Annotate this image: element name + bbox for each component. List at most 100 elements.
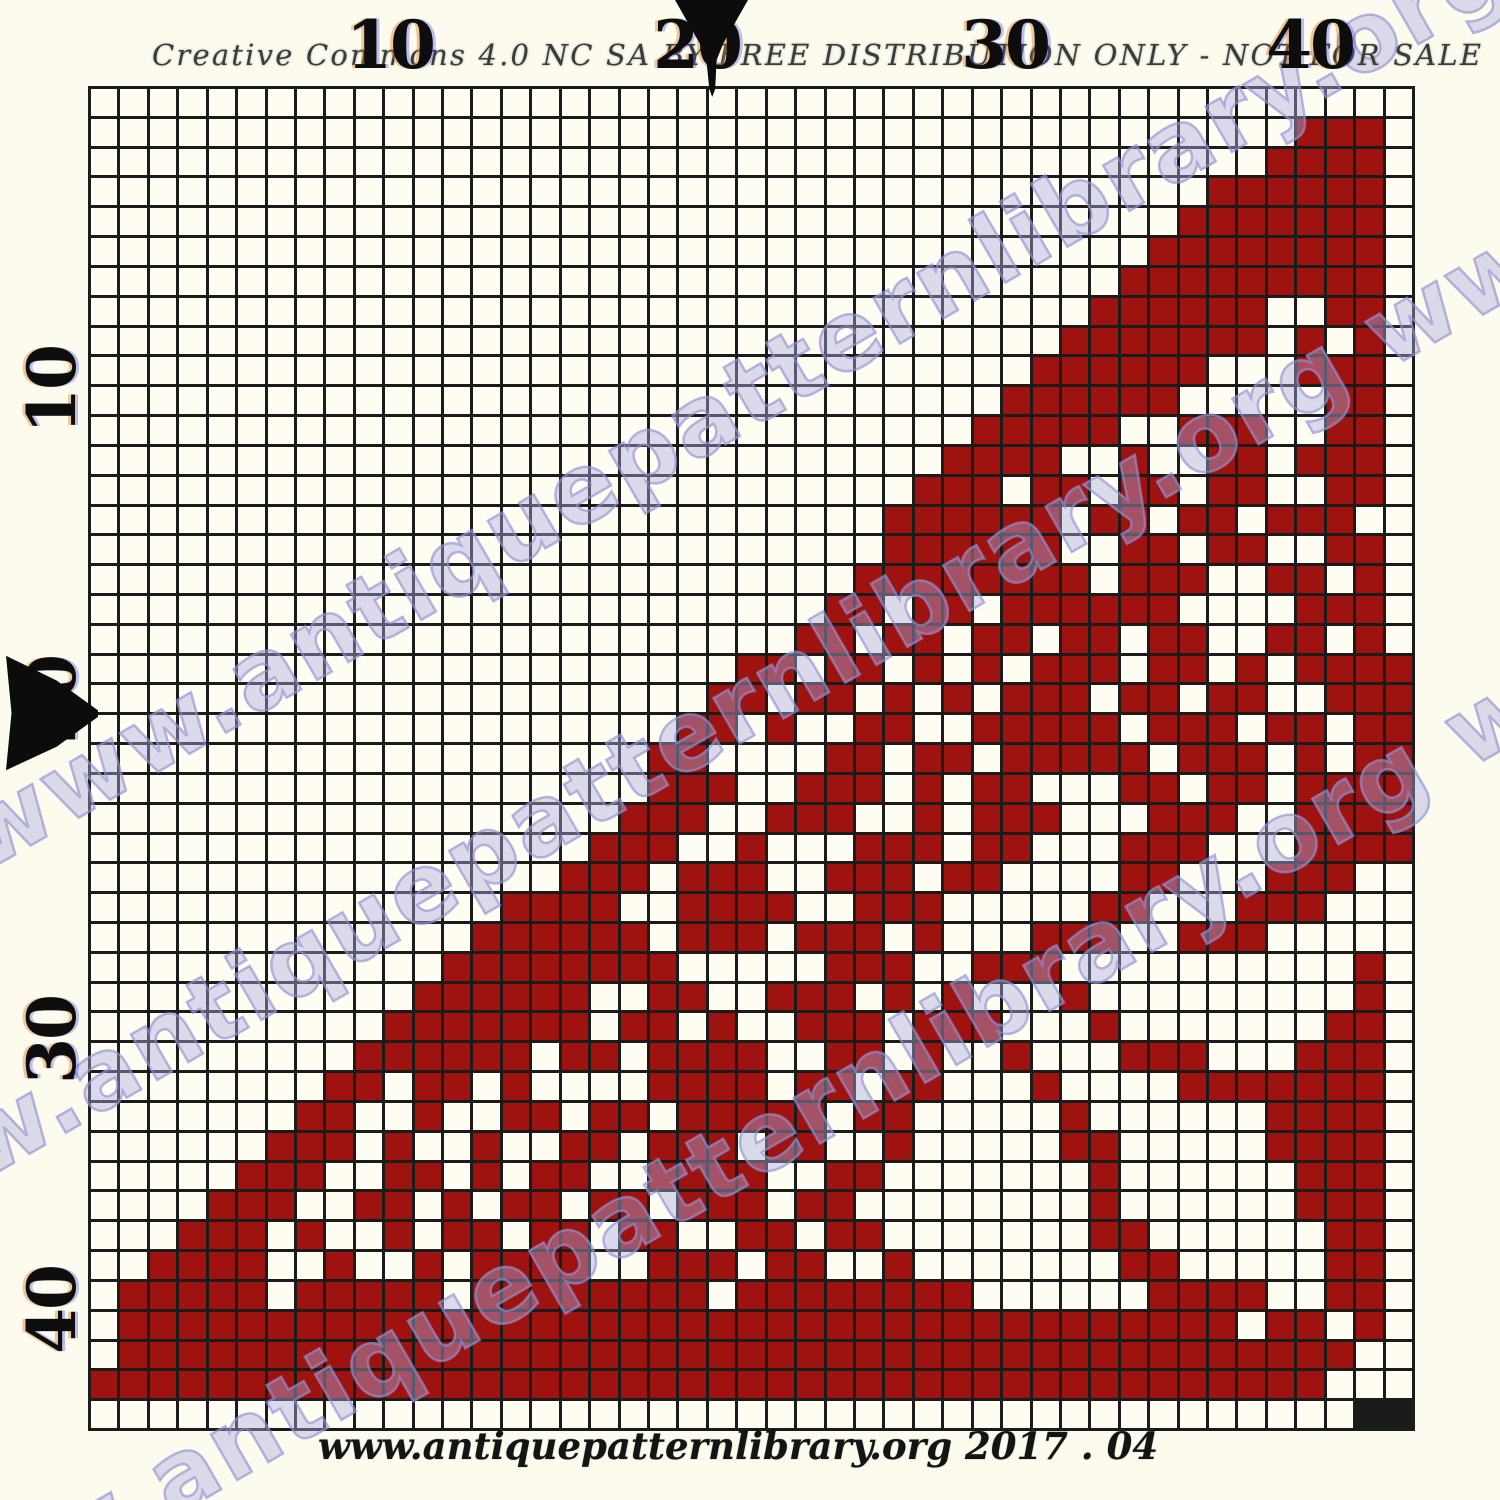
grid-cell [561,1102,589,1130]
footer-credit: www.antiquepatternlibrary.org 2017 . 04 [317,1424,1159,1468]
grid-cell [1297,1341,1324,1369]
grid-cell [1385,685,1412,713]
grid-cell [385,1132,412,1160]
grid-cell [1356,1252,1383,1279]
grid-cell [767,655,795,683]
grid-cell [1297,1073,1324,1100]
grid-cell [326,1132,353,1160]
grid-cell [267,1252,294,1279]
grid-cell [650,238,677,265]
grid-cell [914,208,942,236]
grid-cell [650,1371,677,1399]
grid-cell [1385,1192,1412,1220]
grid-cell [267,774,294,802]
grid-cell [561,1192,589,1220]
grid-cell [973,1102,1001,1130]
grid-cell [1032,1132,1059,1160]
grid-cell [885,208,912,236]
grid-cell [1326,1013,1354,1041]
grid-cell [91,267,118,295]
grid-cell [355,208,383,236]
grid-cell [1179,297,1207,325]
grid-cell [738,1311,765,1339]
grid-cell [1267,1371,1295,1399]
grid-cell [1061,297,1089,325]
grid-cell [385,1162,412,1190]
grid-cell [91,953,118,981]
grid-cell [1385,983,1412,1011]
grid-cell [473,894,500,922]
grid-cell [591,1192,618,1220]
grid-cell [797,238,824,265]
grid-cell [414,953,442,981]
grid-cell [91,536,118,564]
grid-cell [444,417,471,444]
grid-cell [444,238,471,265]
grid-cell [944,864,971,892]
grid-cell [355,446,383,474]
grid-cell [620,1162,648,1190]
grid-cell [591,1043,618,1071]
grid-cell [1326,536,1354,564]
grid-cell [444,506,471,534]
grid-cell [326,148,353,176]
grid-cell [1179,446,1207,474]
grid-cell [208,834,236,862]
grid-cell [149,685,177,713]
grid-cell [238,1073,265,1100]
grid-cell [1356,297,1383,325]
grid-cell [179,1252,206,1279]
grid-cell [561,625,589,653]
grid-cell [973,566,1001,593]
grid-cell [532,297,559,325]
grid-cell [532,715,559,743]
grid-cell [561,983,589,1011]
grid-cell [473,1132,500,1160]
grid-cell [1267,804,1295,832]
grid-cell [797,417,824,444]
grid-cell [1003,327,1030,355]
grid-cell [591,834,618,862]
grid-cell [797,1281,824,1309]
grid-cell [944,178,971,206]
grid-cell [238,924,265,951]
grid-cell [385,685,412,713]
grid-cell [1238,178,1265,206]
grid-cell [355,685,383,713]
grid-cell [1120,1401,1148,1428]
grid-cell [1326,655,1354,683]
grid-cell [1326,566,1354,593]
grid-cell [591,357,618,385]
grid-cell [91,1311,118,1339]
grid-cell [1003,417,1030,444]
grid-cell [1032,387,1059,415]
grid-cell [708,387,736,415]
grid-cell [1209,1371,1236,1399]
grid-cell [1385,208,1412,236]
grid-cell [296,774,324,802]
grid-cell [708,804,736,832]
grid-cell [708,506,736,534]
grid-cell [826,804,853,832]
grid-cell [502,1073,530,1100]
grid-cell [914,1043,942,1071]
grid-cell [296,1013,324,1041]
grid-cell [91,745,118,772]
grid-cell [120,1132,147,1160]
grid-cell [179,1222,206,1250]
grid-cell [591,148,618,176]
grid-cell [502,655,530,683]
grid-cell [355,864,383,892]
grid-cell [826,238,853,265]
grid-cell [532,1073,559,1100]
grid-cell [767,417,795,444]
grid-cell [1003,1371,1030,1399]
grid-cell [385,446,412,474]
grid-cell [1209,357,1236,385]
grid-cell [855,834,883,862]
grid-cell [1267,178,1295,206]
grid-cell [267,625,294,653]
grid-cell [620,655,648,683]
grid-cell [1238,1132,1265,1160]
grid-cell [532,238,559,265]
